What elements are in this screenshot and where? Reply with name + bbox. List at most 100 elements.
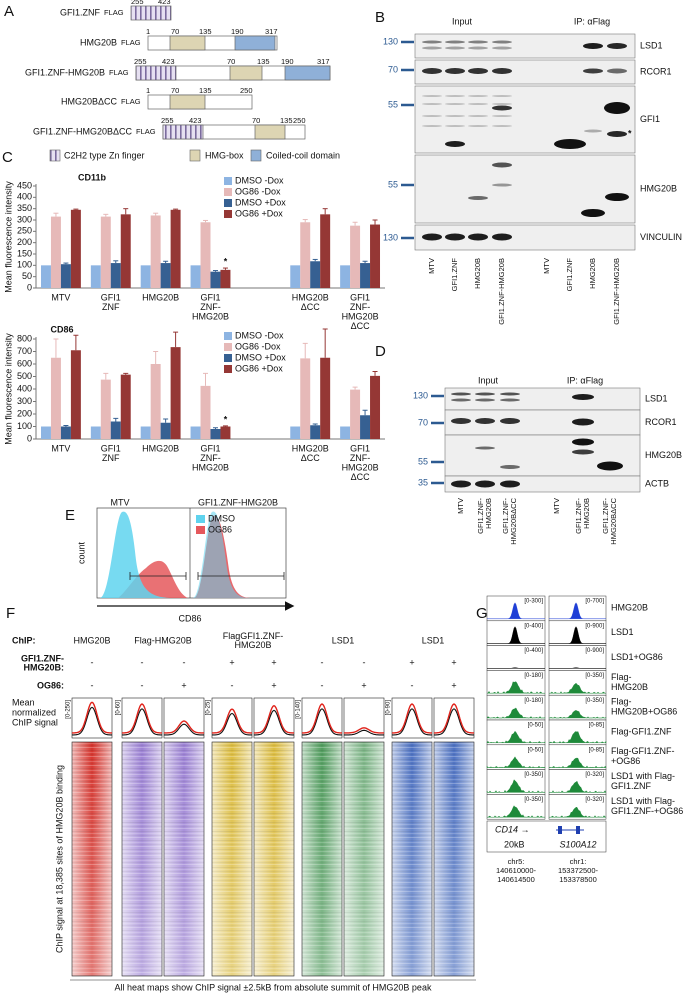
residue-number: 70 — [227, 57, 235, 66]
blot-strip — [444, 409, 641, 436]
error-bar — [63, 262, 69, 265]
blot-band — [445, 68, 465, 74]
bar — [160, 422, 171, 439]
heatmap-fade — [72, 742, 112, 976]
y-tick-label: 0 — [27, 433, 32, 443]
blot-band — [422, 95, 442, 97]
legend-swatch — [224, 177, 232, 185]
flag-tag: FLAG — [104, 8, 124, 17]
residue-number: 250 — [240, 86, 253, 95]
error-bar — [153, 212, 159, 216]
heatmap-frame — [433, 741, 475, 977]
condition-sign: + — [409, 657, 414, 667]
bar — [150, 364, 161, 439]
profile-line — [164, 720, 204, 734]
x-tick-label: GFI1 — [200, 292, 220, 302]
domain-box — [135, 65, 177, 81]
chip-target: HMG20B — [234, 640, 271, 650]
y-tick-label: 50 — [22, 271, 32, 281]
profile-line — [392, 703, 432, 734]
profile-box — [343, 697, 385, 739]
profile-line — [212, 708, 252, 734]
error-bar — [362, 409, 368, 416]
lane-label: MTV — [552, 498, 561, 514]
bar — [100, 379, 111, 439]
blot-band — [468, 103, 488, 105]
mw-marker: 70 — [418, 417, 428, 427]
track-label: GFI1.ZNF — [611, 781, 652, 791]
plot-title: GFI1.ZNF-HMG20B — [198, 497, 278, 507]
scale-label: [0-60] — [116, 700, 122, 716]
track-signal — [486, 779, 546, 793]
row-label: GFI1.ZNF- — [21, 653, 64, 663]
blot-band — [572, 418, 594, 426]
blot-band — [445, 46, 465, 50]
track-scale: [0-350] — [524, 797, 543, 803]
profile-box — [163, 697, 205, 739]
bar — [190, 426, 201, 439]
condition-sign: + — [361, 680, 366, 690]
lane-label: GFI1.ZNF- — [601, 498, 610, 534]
scale-bar: 20kB — [504, 839, 525, 849]
mw-marker: 130 — [383, 232, 398, 242]
profile-line — [434, 708, 474, 736]
lane-group: IP: αFlag — [567, 375, 603, 385]
domain-box — [254, 124, 286, 140]
bar — [360, 263, 371, 288]
error-bar — [352, 221, 358, 226]
residue-number: 70 — [171, 86, 179, 95]
track-scale: [0-900] — [585, 648, 604, 654]
legend-label: DMSO +Dox — [235, 197, 286, 207]
blot-row-label: ACTB — [645, 478, 669, 488]
legend-label: OG86 — [208, 524, 232, 534]
blot-band — [468, 95, 488, 97]
legend-label: HMG-box — [205, 150, 244, 160]
error-bar — [322, 208, 328, 215]
panel-label: B — [375, 9, 385, 26]
legend-label: DMSO -Dox — [235, 175, 284, 185]
mw-marker: 55 — [418, 456, 428, 466]
y-axis-label: count — [76, 541, 86, 564]
track-scale: [0-300] — [524, 599, 543, 605]
residue-number: 317 — [265, 27, 278, 36]
heatmap-fade — [392, 742, 432, 976]
x-tick-label: HMG20B — [292, 292, 329, 302]
residue-number: 250 — [293, 116, 306, 125]
error-bar — [302, 219, 308, 223]
bar — [300, 222, 311, 288]
plot-title: MTV — [111, 497, 130, 507]
profile-line — [434, 703, 474, 734]
y-tick-label: 200 — [17, 408, 32, 418]
chip-target: Flag-HMG20B — [134, 635, 192, 645]
track-label: LSD1 with Flag- — [611, 796, 675, 806]
blot-band — [422, 125, 442, 127]
blot-row-label: LSD1 — [645, 393, 668, 403]
track-frame — [486, 645, 546, 671]
track-frame — [548, 645, 607, 671]
blot-band — [554, 139, 586, 149]
profile-line — [302, 708, 342, 736]
profile-line — [344, 729, 384, 736]
error-bar — [73, 208, 79, 210]
error-bar — [212, 427, 218, 429]
track-signal — [487, 626, 545, 644]
y-axis-label: Mean fluorescence intensity — [3, 333, 13, 445]
profile-line — [302, 703, 342, 734]
lane-label: GFI1.ZNF-HMG20B — [497, 258, 506, 325]
condition-sign: - — [321, 657, 324, 667]
blot-band — [468, 196, 488, 200]
x-axis-label: CD86 — [178, 613, 201, 623]
x-tick-label: GFI1 — [350, 292, 370, 302]
track-signal — [487, 805, 546, 818]
track-signal — [549, 667, 606, 669]
bar — [370, 224, 381, 288]
x-tick-label: HMG20B — [142, 292, 179, 302]
x-tick-label: GFI1 — [101, 292, 121, 302]
legend-swatch — [224, 354, 232, 362]
condition-sign: + — [271, 680, 276, 690]
panel-label: D — [375, 343, 386, 360]
legend-label: OG86 -Dox — [235, 341, 281, 351]
gene-name: CD14 → — [495, 824, 530, 834]
lane-label: MTV — [427, 258, 436, 274]
